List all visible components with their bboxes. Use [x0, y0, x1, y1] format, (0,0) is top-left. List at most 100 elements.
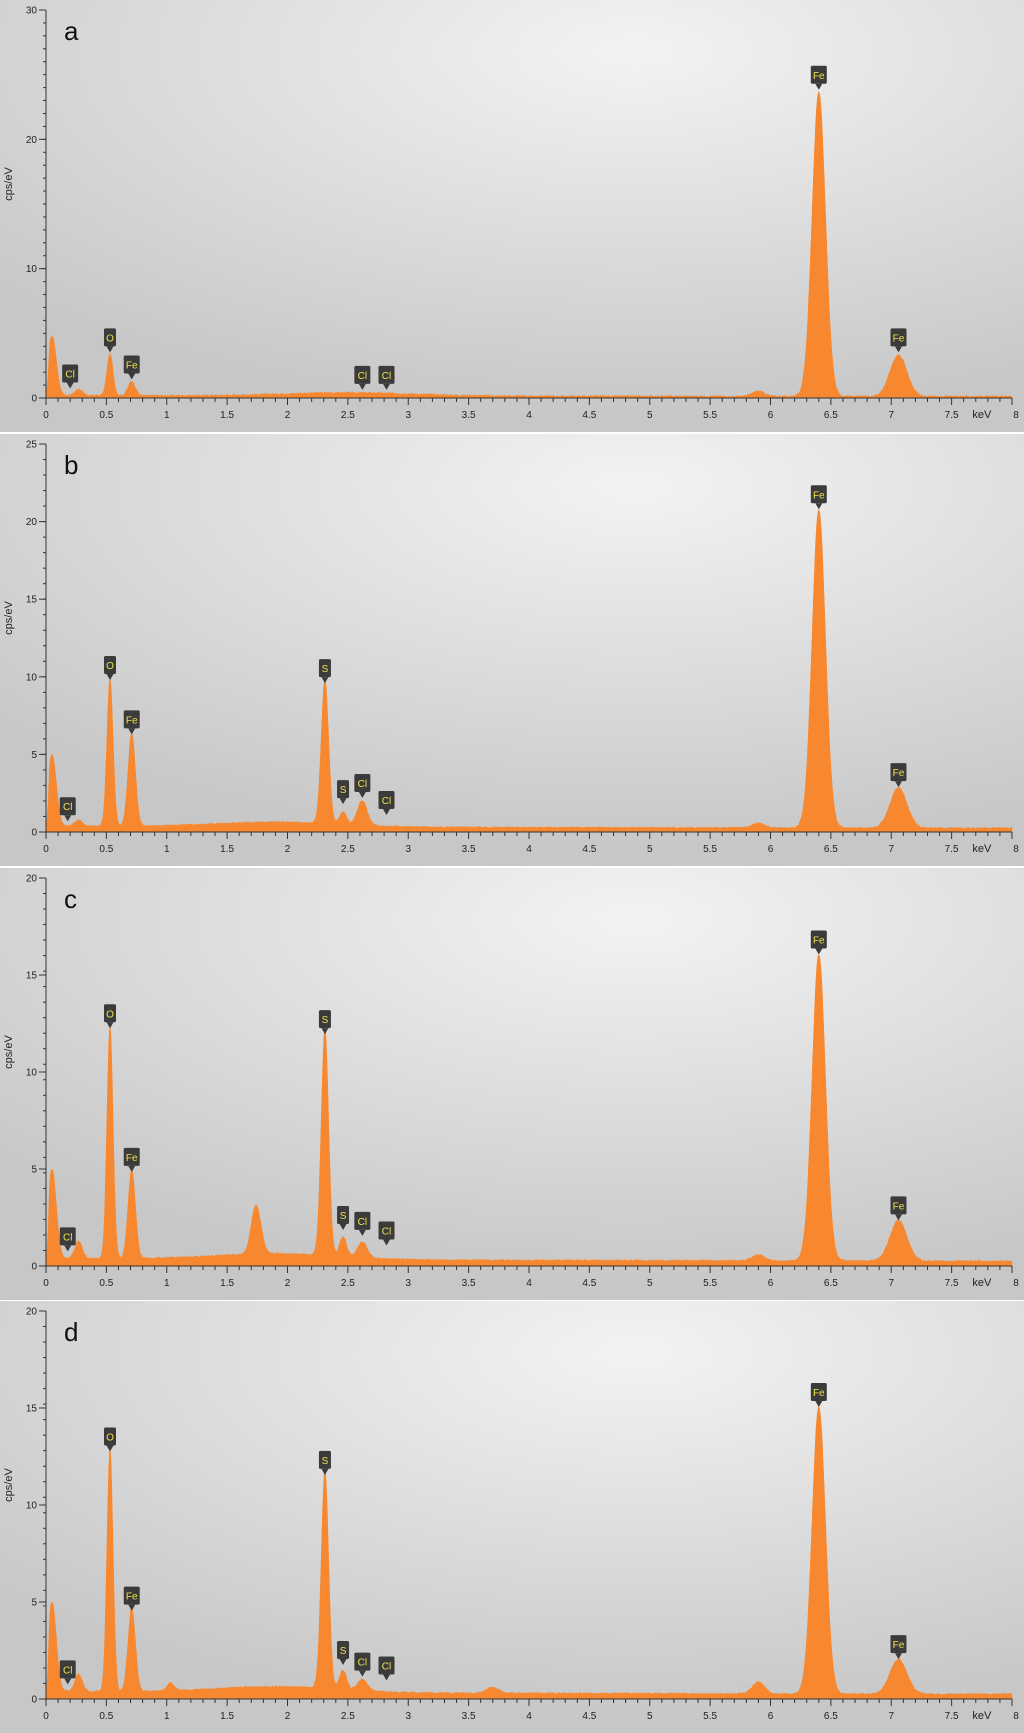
peak-label-text: S	[322, 1456, 329, 1467]
x-tick-label: 8	[1013, 1711, 1019, 1722]
peak-label-text: Cl	[382, 796, 391, 807]
y-axis-label: cps/eV	[3, 601, 15, 635]
x-tick-label: 1	[164, 1711, 170, 1722]
peak-label-text: Cl	[382, 371, 391, 382]
spectrum-chart-d: 0 5 10 15 20 0 0.5 1 1.5 2 2.5 3 3.5 4 4.5 5 5.5 6 6.5 7 7.5…	[0, 1301, 1024, 1733]
x-axis-label: keV	[972, 1710, 992, 1722]
y-tick-label: 30	[26, 6, 38, 17]
y-tick-label: 10	[26, 1068, 38, 1079]
peak-label-text: S	[340, 785, 347, 796]
x-tick-label: 4.5	[582, 1278, 596, 1289]
x-tick-label: 6	[768, 1711, 774, 1722]
peak-label-text: S	[322, 664, 329, 675]
y-tick-label: 0	[31, 1262, 37, 1273]
y-tick-label: 5	[31, 750, 37, 761]
x-tick-label: 0	[43, 844, 49, 855]
peak-label-text: O	[106, 1009, 114, 1020]
spectrum-panel-c: 0 5 10 15 20 0 0.5 1 1.5 2 2.5 3 3.5 4 4.5 5 5.5 6 6.5 7 7.5…	[0, 868, 1024, 1300]
x-tick-label: 1	[164, 410, 170, 421]
x-tick-label: 3.5	[462, 844, 476, 855]
x-tick-label: 2.5	[341, 844, 355, 855]
peak-label-fe: Fe	[810, 930, 827, 955]
peak-label-text: Fe	[126, 1153, 138, 1164]
peak-label-o: O	[103, 328, 116, 353]
panel-letter: b	[64, 450, 78, 480]
x-tick-label: 0	[43, 1278, 49, 1289]
peak-label-o: O	[103, 1427, 116, 1452]
x-tick-label: 0.5	[99, 410, 113, 421]
peak-label-s: S	[337, 1640, 350, 1665]
x-tick-label: 7	[888, 410, 894, 421]
peak-label-text: Cl	[63, 802, 72, 813]
peak-label-text: Fe	[893, 333, 905, 344]
x-tick-label: 4.5	[582, 410, 596, 421]
spectrum-area	[45, 954, 1013, 1267]
x-tick-label: 2.5	[341, 410, 355, 421]
x-tick-label: 1.5	[220, 844, 234, 855]
x-tick-label: 0.5	[99, 1711, 113, 1722]
x-tick-label: 2	[285, 844, 291, 855]
plot-background	[0, 0, 1024, 432]
peak-label-fe: Fe	[890, 763, 907, 788]
peak-label-o: O	[103, 1004, 116, 1029]
x-tick-label: 1	[164, 1278, 170, 1289]
y-tick-label: 0	[31, 1695, 37, 1706]
x-tick-label: 8	[1013, 1278, 1019, 1289]
x-tick-label: 6.5	[824, 1711, 838, 1722]
plot-background	[0, 868, 1024, 1300]
x-tick-label: 5	[647, 1278, 653, 1289]
x-tick-label: 3.5	[462, 410, 476, 421]
peak-label-o: O	[103, 656, 116, 681]
x-axis-label: keV	[972, 843, 992, 855]
x-tick-label: 6	[768, 1278, 774, 1289]
x-tick-label: 5.5	[703, 1278, 717, 1289]
x-tick-label: 3	[405, 410, 411, 421]
peak-label-fe: Fe	[890, 328, 907, 353]
x-tick-label: 5.5	[703, 844, 717, 855]
peak-label-text: Fe	[893, 1640, 905, 1651]
y-tick-label: 10	[26, 672, 38, 683]
spectrum-chart-b: 0 5 10 15 20 25 0 0.5 1 1.5 2 2.5 3 3.5 4 4.5 5 5.5 6 6.5 7 7…	[0, 434, 1024, 866]
peak-label-fe: Fe	[123, 355, 140, 380]
peak-label-text: Fe	[126, 1592, 138, 1603]
x-tick-label: 5	[647, 1711, 653, 1722]
x-tick-label: 0	[43, 1711, 49, 1722]
x-tick-label: 0	[43, 410, 49, 421]
x-tick-label: 5.5	[703, 410, 717, 421]
x-tick-label: 3	[405, 1711, 411, 1722]
peak-label-cl: Cl	[59, 1660, 76, 1685]
y-tick-label: 10	[26, 1501, 38, 1512]
x-axis-label: keV	[972, 409, 992, 421]
peak-label-cl: Cl	[62, 364, 79, 389]
x-tick-label: 5	[647, 410, 653, 421]
peak-label-text: Fe	[893, 768, 905, 779]
peak-label-text: Fe	[813, 71, 825, 82]
x-tick-label: 3	[405, 1278, 411, 1289]
y-tick-label: 20	[26, 1307, 38, 1318]
peak-label-s: S	[337, 1206, 350, 1231]
peak-label-cl: Cl	[378, 1656, 395, 1681]
peak-label-cl: Cl	[354, 1652, 371, 1677]
peak-label-text: Cl	[382, 1227, 391, 1238]
peak-label-text: Cl	[65, 370, 74, 381]
y-tick-label: 20	[26, 874, 38, 885]
x-tick-label: 4	[526, 844, 532, 855]
peak-label-cl: Cl	[354, 365, 371, 390]
x-tick-label: 4.5	[582, 844, 596, 855]
peak-label-cl: Cl	[59, 797, 76, 822]
peak-label-text: Cl	[358, 1658, 367, 1669]
x-tick-label: 6.5	[824, 1278, 838, 1289]
spectrum-area	[45, 90, 1013, 399]
peak-label-text: Fe	[813, 1388, 825, 1399]
peak-label-cl: Cl	[378, 791, 395, 816]
x-tick-label: 3.5	[462, 1278, 476, 1289]
peak-label-s: S	[318, 659, 331, 684]
x-tick-label: 4	[526, 1278, 532, 1289]
peak-label-text: Fe	[813, 490, 825, 501]
peak-label-text: Fe	[126, 360, 138, 371]
spectrum-chart-a: 0 10 20 30 0 0.5 1 1.5 2 2.5 3 3.5 4 4.5 5 5.5 6 6.5 7 7.5 8…	[0, 0, 1024, 432]
x-tick-label: 2	[285, 410, 291, 421]
y-tick-label: 15	[26, 595, 38, 606]
plot-background	[0, 434, 1024, 866]
